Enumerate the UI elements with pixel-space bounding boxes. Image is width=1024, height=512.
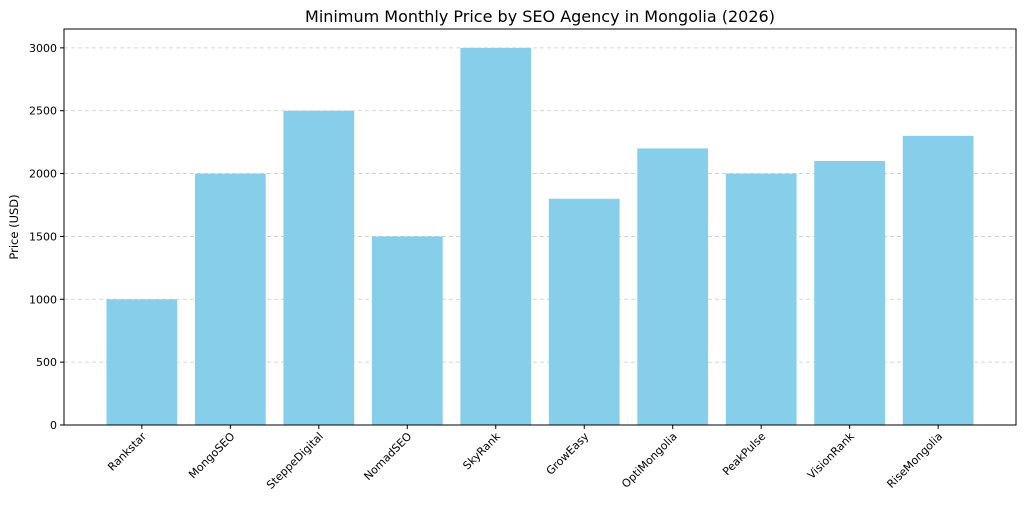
bar-peakpulse [725,173,797,425]
x-tick-label: Rankstar [105,430,149,474]
plot-frame [63,28,1017,426]
bar-steppedigital [283,110,355,425]
y-tick-label: 1000 [29,293,57,306]
bar-optimongolia [637,148,709,425]
x-tick-label: GrowEasy [544,430,592,478]
bar-mongoseo [194,173,266,425]
x-tick-label: OptiMongolia [619,430,680,491]
x-tick-label: PeakPulse [720,430,768,478]
x-tick-label: VisionRank [805,429,857,481]
y-tick-label: 2500 [29,105,57,118]
bar-risemongolia [902,135,974,425]
y-tick-label: 0 [50,419,57,432]
x-tick-label: RiseMongolia [884,430,945,491]
bar-rankstar [106,299,178,425]
y-tick-label: 1500 [29,230,57,243]
x-tick-label: NomadSEO [361,430,414,483]
x-tick-label: SkyRank [460,429,503,472]
bar-skyrank [460,47,532,425]
y-tick-label: 3000 [29,42,57,55]
x-tick-label: MongoSEO [186,430,238,482]
x-tick-label: SteppeDigital [264,430,326,492]
bar-visionrank [814,161,886,425]
y-axis-label: Price (USD) [7,194,21,259]
bar-nomadseo [371,236,443,425]
y-tick-label: 2000 [29,168,57,181]
chart-title: Minimum Monthly Price by SEO Agency in M… [305,7,775,26]
y-tick-label: 500 [36,356,57,369]
bar-groweasy [548,198,620,425]
